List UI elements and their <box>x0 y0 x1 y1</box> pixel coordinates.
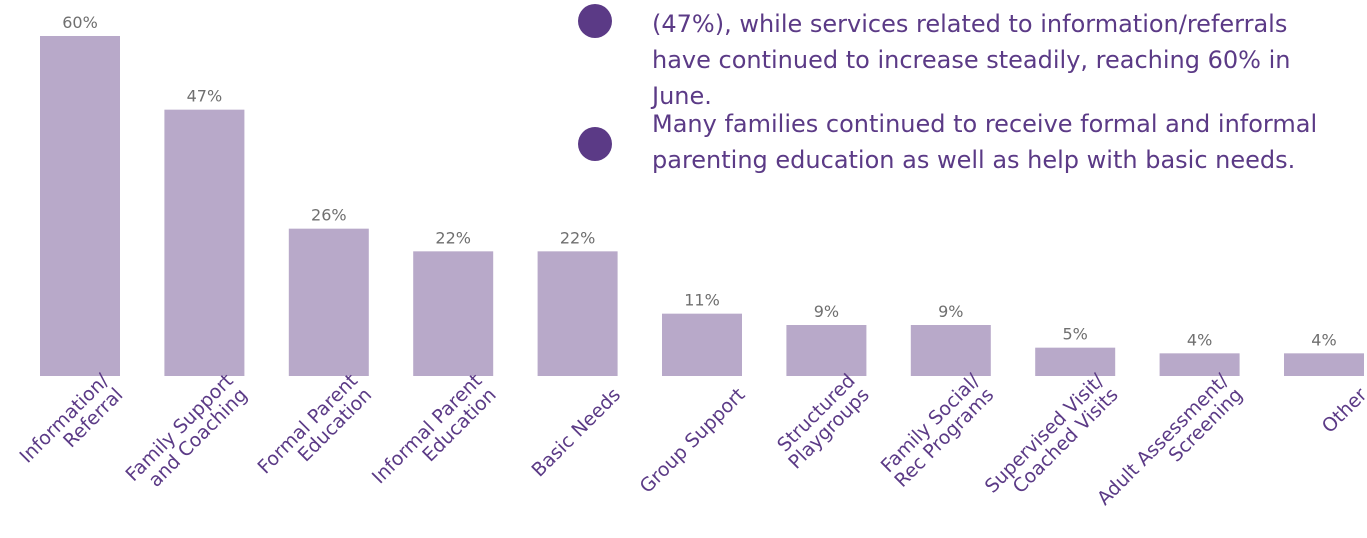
value-label-5: 11% <box>684 291 720 310</box>
category-label-7: Family Social/Rec Programs <box>876 369 998 491</box>
bar-0 <box>40 36 120 376</box>
category-label-5: Group Support <box>636 384 750 498</box>
bar-3 <box>413 251 494 376</box>
bar-7 <box>910 325 991 376</box>
note-text-2: Many families continued to receive forma… <box>652 110 1318 174</box>
value-label-7: 9% <box>938 302 963 321</box>
value-label-2: 26% <box>311 206 347 225</box>
bar-9 <box>1159 353 1240 376</box>
category-label-6: StructuredPlaygroups <box>770 370 874 474</box>
value-label-1: 47% <box>187 87 223 106</box>
value-label-4: 22% <box>560 228 596 247</box>
category-label-1: Family Supportand Coaching <box>122 370 252 500</box>
value-label-0: 60% <box>62 13 98 32</box>
bar-1 <box>164 109 245 377</box>
bar-2 <box>288 228 369 376</box>
category-label-4: Basic Needs <box>528 384 626 482</box>
value-label-3: 22% <box>435 228 471 247</box>
note-text-1: (47%), while services related to informa… <box>652 10 1291 110</box>
bar-10 <box>1284 353 1364 376</box>
category-label-0: Information/Referral <box>15 369 127 481</box>
value-label-10: 4% <box>1311 330 1336 349</box>
bar-5 <box>662 313 742 376</box>
value-label-8: 5% <box>1063 325 1088 344</box>
category-label-10: Other <box>1318 384 1367 438</box>
note-bullet-2 <box>578 127 612 161</box>
note-bullet-1 <box>578 4 612 38</box>
bar-4 <box>537 251 618 376</box>
category-label-2: Formal ParentEducation <box>253 370 376 493</box>
bar-8 <box>1035 347 1116 376</box>
bar-6 <box>786 325 867 376</box>
value-label-9: 4% <box>1187 330 1212 349</box>
category-label-9: Adult Assessment/Screening <box>1093 369 1248 524</box>
value-label-6: 9% <box>814 302 839 321</box>
category-label-3: Informal ParentEducation <box>368 370 501 503</box>
